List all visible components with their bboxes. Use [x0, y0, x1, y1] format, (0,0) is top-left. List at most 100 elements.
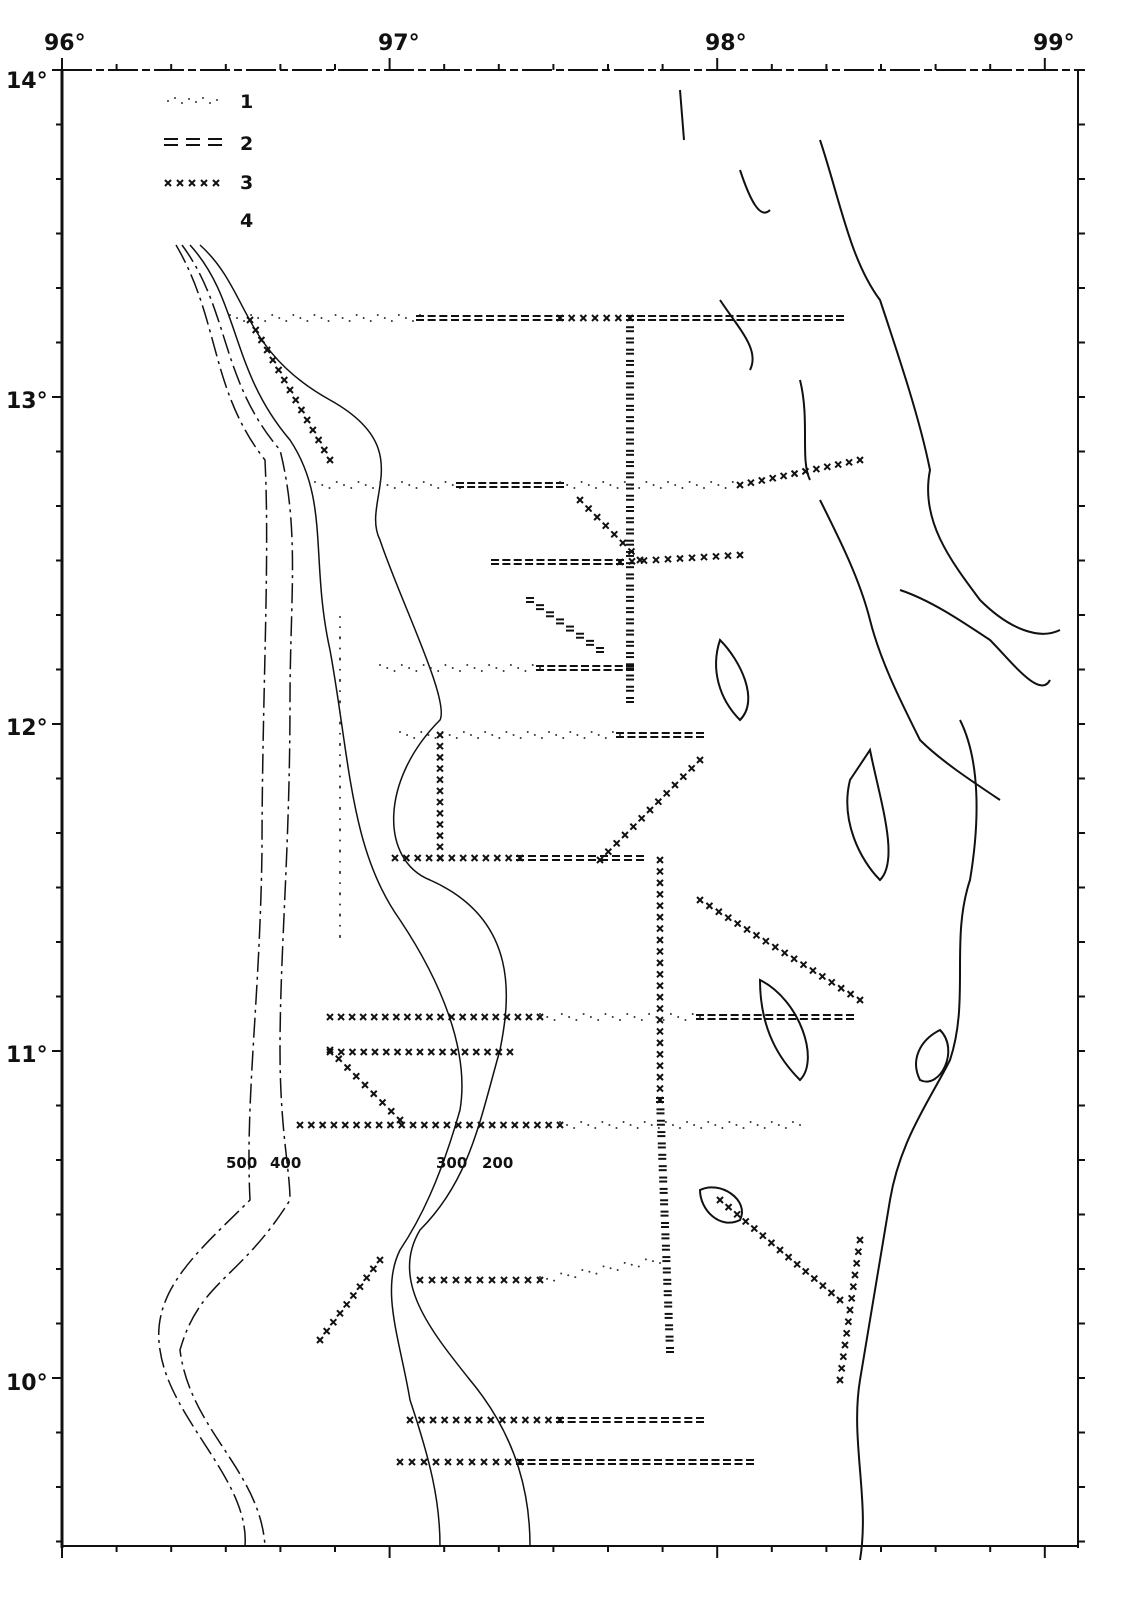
- dotted-mark: [236, 317, 239, 319]
- depth-contours: [158, 244, 531, 1547]
- cross-mark: [436, 764, 444, 773]
- dotted-mark: [587, 484, 590, 486]
- dotted-mark: [651, 1260, 654, 1263]
- dotted-mark: [659, 1262, 661, 1264]
- cross-mark: [827, 1289, 836, 1297]
- dotted-mark: [710, 481, 713, 483]
- dotted-mark: [688, 481, 691, 483]
- cross-mark: [750, 1224, 758, 1233]
- dotted-mark: [339, 872, 341, 874]
- cross-mark: [716, 1196, 724, 1204]
- dotted-mark: [369, 320, 372, 322]
- dotted-mark: [659, 487, 662, 489]
- dotted-mark: [657, 1127, 660, 1129]
- cross-mark: [733, 1210, 741, 1218]
- cross-mark: [705, 902, 714, 910]
- cross-mark: [656, 867, 664, 876]
- cross-mark: [736, 551, 744, 559]
- cross-mark: [656, 1050, 664, 1058]
- cross-mark: [359, 1013, 367, 1021]
- cross-mark: [326, 456, 334, 464]
- dotted-mark: [742, 1127, 745, 1129]
- cross-mark: [656, 924, 664, 933]
- cross-mark: [801, 467, 810, 476]
- cross-mark: [470, 854, 479, 862]
- cross-mark: [274, 366, 283, 374]
- cross-mark: [767, 1239, 776, 1247]
- dotted-mark: [285, 320, 288, 322]
- cross-mark: [263, 346, 271, 354]
- cross-mark: [504, 854, 513, 862]
- cross-mark: [656, 890, 664, 898]
- dotted-mark: [339, 924, 341, 927]
- cross-mark: [769, 474, 777, 482]
- cross-mark: [342, 1300, 351, 1309]
- dotted-mark: [602, 1265, 605, 1268]
- dotted-mark: [444, 664, 447, 666]
- dotted-mark: [652, 484, 655, 486]
- dotted-mark: [595, 487, 597, 489]
- dotted-mark: [590, 731, 593, 733]
- cross-mark: [443, 1121, 451, 1129]
- dotted-mark: [339, 786, 341, 789]
- cross-mark: [593, 513, 601, 521]
- cross-mark: [370, 1090, 378, 1098]
- cross-mark: [436, 776, 444, 784]
- dotted-mark: [566, 484, 569, 486]
- cross-mark: [391, 854, 399, 862]
- cross-mark: [596, 856, 604, 864]
- dotted-mark: [357, 481, 360, 483]
- cross-mark: [487, 1416, 495, 1424]
- cross-mark: [396, 1458, 404, 1466]
- dotted-mark: [415, 670, 418, 672]
- cross-mark: [318, 1121, 327, 1129]
- cross-mark: [656, 936, 664, 944]
- lon-label-97: 97°: [378, 31, 420, 56]
- dotted-mark: [707, 1121, 710, 1123]
- cross-mark: [602, 314, 611, 322]
- dotted-mark: [566, 1124, 569, 1126]
- cross-mark: [316, 1336, 324, 1344]
- cross-mark: [482, 854, 490, 862]
- dotted-mark: [791, 1121, 794, 1123]
- graticule-ticks: [52, 58, 1085, 1558]
- dotted-mark: [415, 487, 418, 489]
- cross-mark: [510, 1416, 518, 1424]
- legend-symbol-crosses: [164, 179, 220, 187]
- legend-label-4: 4: [240, 210, 253, 232]
- cross-mark: [759, 1232, 767, 1240]
- dotted-mark: [339, 658, 341, 661]
- dotted-mark: [636, 1127, 639, 1129]
- cross-mark: [616, 558, 624, 566]
- cross-mark: [428, 1276, 436, 1284]
- cross-mark: [656, 902, 664, 910]
- dotted-mark: [264, 320, 267, 322]
- dotted-mark: [321, 484, 324, 486]
- cross-mark: [851, 1271, 859, 1279]
- cross-mark: [602, 522, 610, 530]
- cross-mark: [352, 1121, 361, 1129]
- dotted-mark: [437, 487, 440, 489]
- dotted-mark: [604, 737, 607, 739]
- cross-mark: [436, 831, 444, 840]
- dotted-mark: [411, 320, 414, 322]
- cross-mark: [506, 1048, 514, 1056]
- dotted-mark: [339, 796, 341, 799]
- cross-mark: [393, 1048, 402, 1056]
- cross-mark: [836, 1376, 844, 1384]
- cross-mark: [436, 731, 444, 739]
- cross-mark: [646, 806, 654, 814]
- cross-mark: [464, 1276, 472, 1284]
- cross-mark: [604, 847, 613, 856]
- cross-mark: [743, 925, 751, 934]
- cross-mark: [521, 1416, 530, 1424]
- contour-label-500: 500: [226, 1154, 257, 1172]
- cross-mark: [371, 1048, 379, 1056]
- cross-mark: [819, 1282, 827, 1290]
- dotted-mark: [637, 1265, 640, 1268]
- cross-mark: [269, 356, 277, 364]
- cross-mark: [450, 1048, 458, 1056]
- dotted-mark: [604, 1013, 607, 1015]
- dotted-mark: [400, 664, 403, 666]
- cross-mark: [504, 1458, 512, 1466]
